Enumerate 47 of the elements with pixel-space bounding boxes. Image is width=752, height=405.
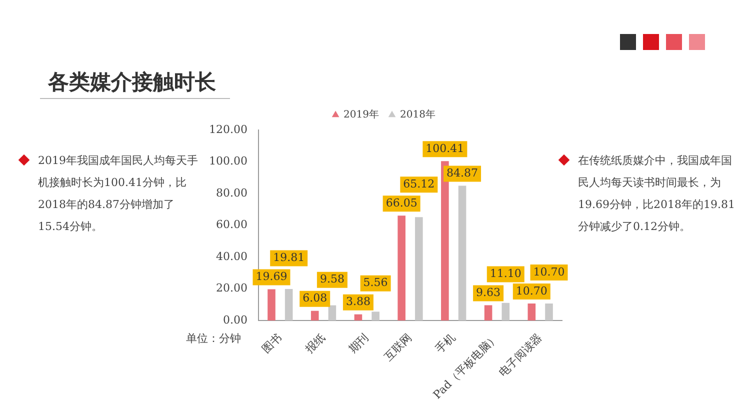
data-label: 6.08 [302, 292, 328, 305]
data-label: 66.05 [386, 196, 418, 210]
bar [441, 161, 449, 320]
data-label: 11.10 [490, 267, 522, 280]
data-label: 10.70 [516, 284, 548, 298]
bar [354, 314, 362, 320]
y-tick-label: 120.00 [208, 122, 248, 136]
x-tick-label: 电子阅读器 [496, 331, 544, 380]
x-tick-label: 期刊 [346, 331, 372, 356]
data-label: 84.87 [446, 166, 478, 180]
bar [284, 289, 293, 320]
text: 在传统纸质媒介中，我国成年国民人均每天读书时间最长，为19.69分钟，比2018年的19.81分钟减少了0.12分钟。 [578, 154, 735, 233]
y-tick-label: 100.00 [208, 154, 248, 168]
y-tick-label: 20.00 [216, 282, 248, 295]
bar [328, 305, 336, 320]
bar [372, 312, 380, 320]
x-tick-label: 报纸 [302, 331, 328, 357]
bar [502, 302, 510, 320]
data-label: 5.56 [363, 276, 388, 290]
bar [458, 186, 466, 320]
bar [545, 304, 553, 320]
bar [310, 310, 319, 320]
data-label: 10.70 [533, 265, 565, 278]
y-tick-label: 80.00 [216, 186, 248, 200]
y-tick-label: 40.00 [216, 250, 248, 263]
x-tick-label: 互联网 [382, 331, 414, 364]
legend-label: 2019年 [344, 108, 380, 121]
bar [268, 289, 276, 320]
x-tick-label: 手机 [433, 331, 458, 356]
legend-label: 2018年 [400, 108, 436, 121]
text: 2019年我国成年国民人均每天手机接触时长为100.41分钟，比2018年的84.87分钟增加了15.54分钟。 [38, 154, 198, 233]
data-label: 100.41 [426, 142, 464, 155]
y-tick-label: 60.00 [216, 218, 248, 232]
data-label: 9.58 [320, 272, 344, 286]
data-label: 65.12 [403, 178, 435, 191]
bar [398, 216, 406, 320]
data-label: 19.81 [273, 251, 305, 264]
bar [415, 217, 423, 320]
y-tick-label: 0.00 [222, 313, 248, 326]
data-label: 19.69 [256, 270, 288, 284]
data-label: 3.88 [346, 295, 370, 308]
bar [484, 305, 492, 320]
chart-title: 各类媒介接触时长 [48, 69, 216, 96]
text: 单位：分钟 [186, 331, 241, 346]
data-label: 9.63 [476, 286, 501, 300]
bar [528, 304, 536, 320]
x-tick-label: 图书 [260, 331, 284, 356]
